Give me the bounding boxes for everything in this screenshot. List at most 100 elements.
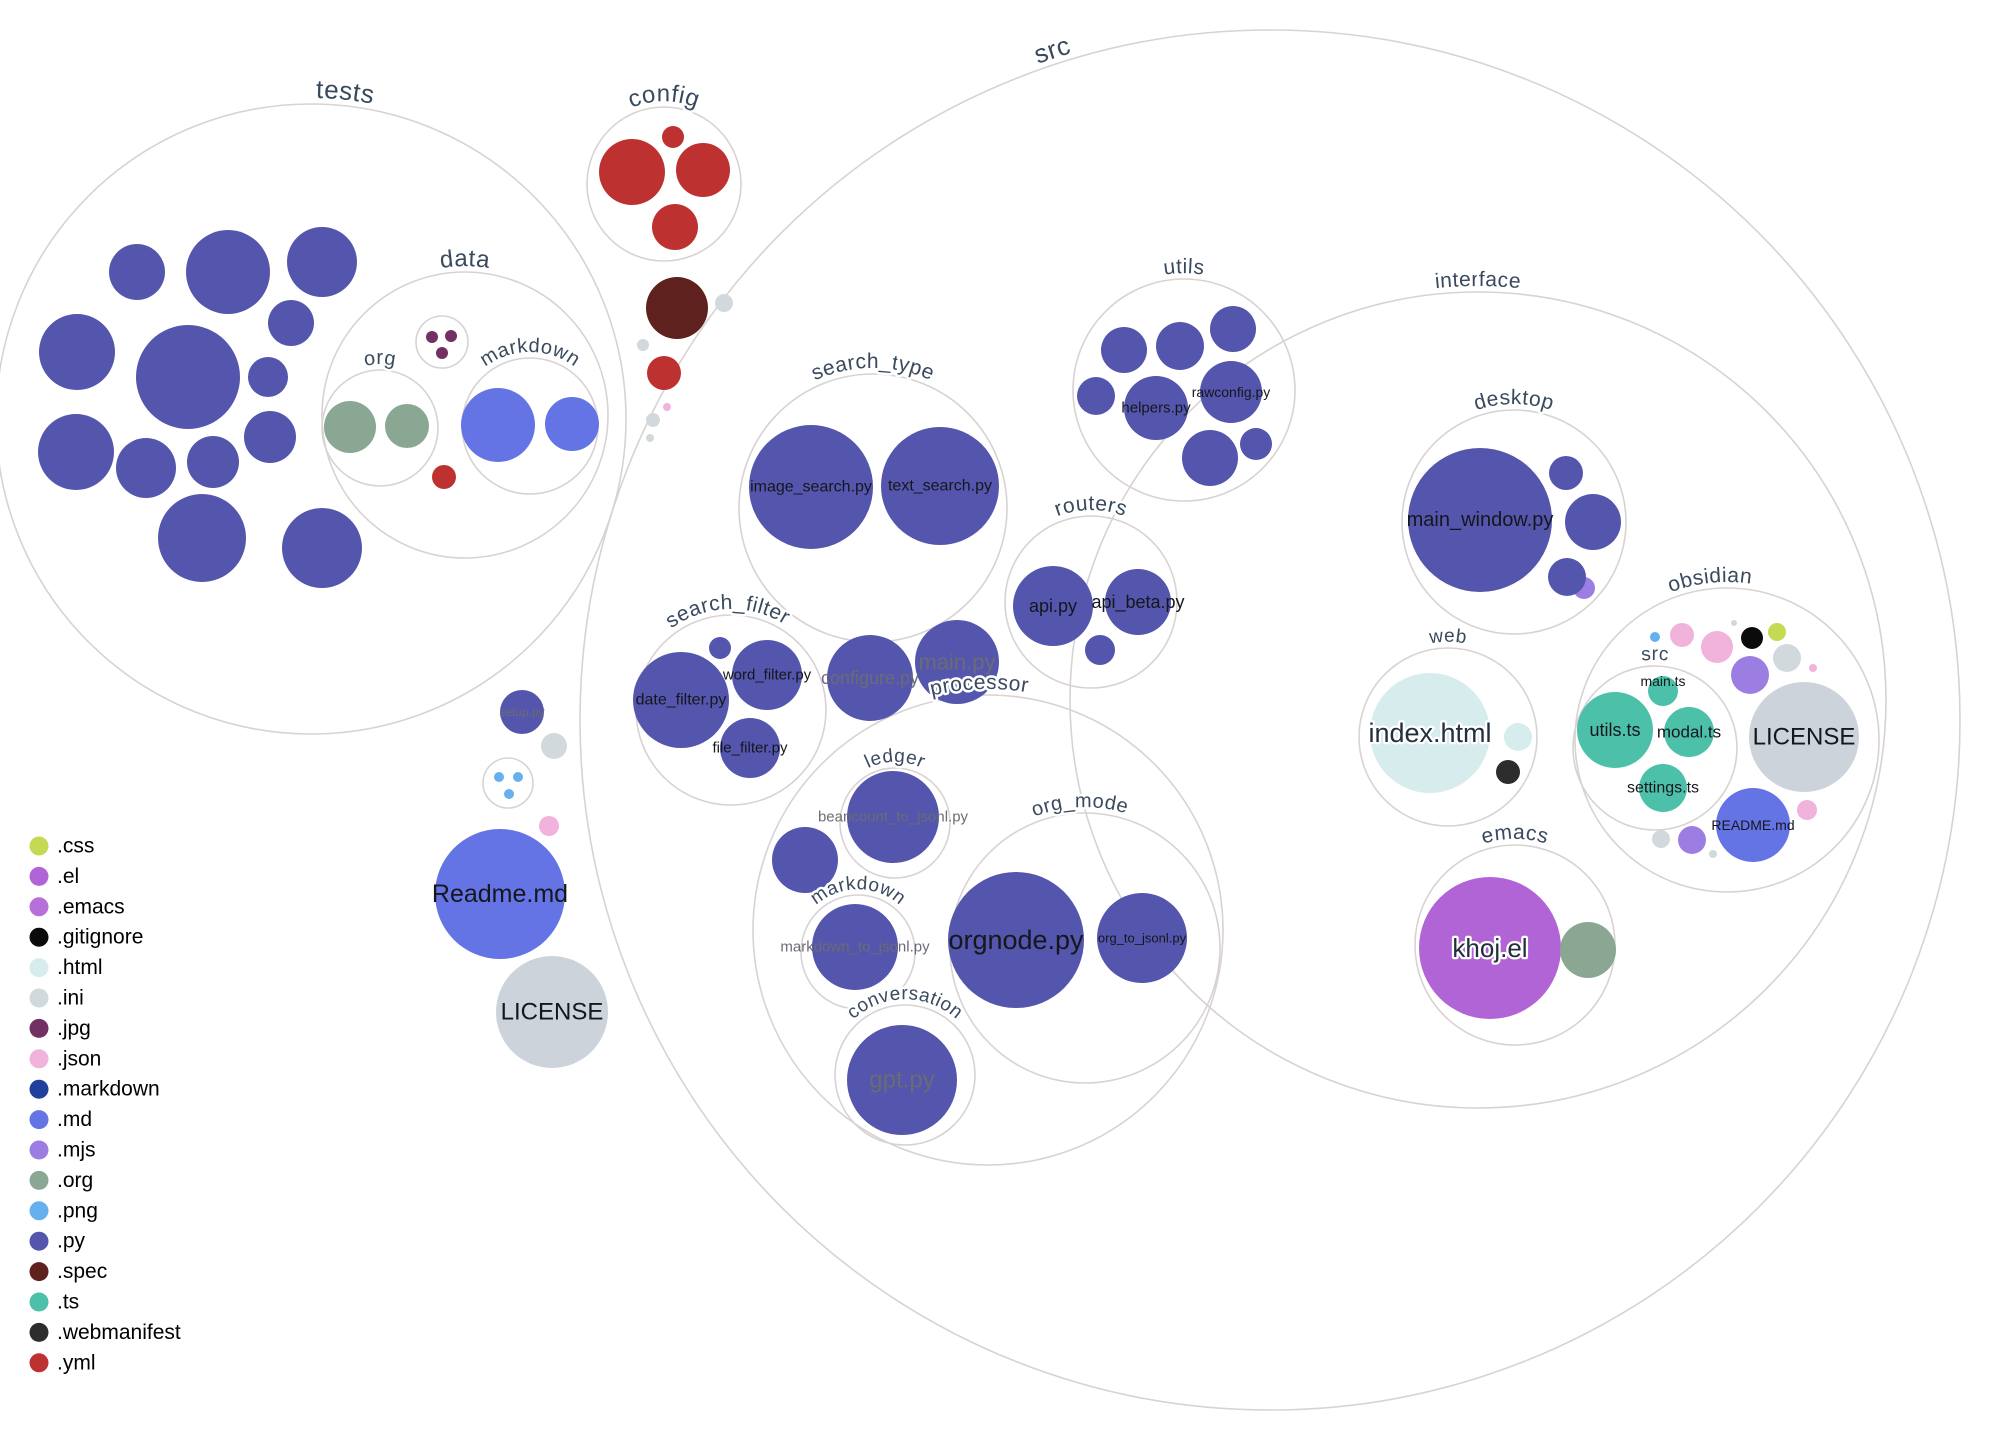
file-circle-spec-25[interactable] <box>646 277 708 339</box>
file-circle-yml-15[interactable] <box>676 143 730 197</box>
file-circle-ini-31[interactable] <box>646 434 654 442</box>
file-circle-py-46[interactable] <box>1101 327 1147 373</box>
file-circle-orgnode.py[interactable] <box>948 872 1084 1008</box>
file-circle-md-23[interactable] <box>545 397 599 451</box>
file-circle-LICENSE[interactable] <box>496 956 608 1068</box>
file-circle-py-67[interactable] <box>1549 456 1583 490</box>
folder-circle-utils[interactable] <box>1072 278 1296 502</box>
file-circle-modal.ts[interactable] <box>1664 707 1714 757</box>
file-circle-png-79[interactable] <box>1650 632 1660 642</box>
file-circle-py-7[interactable] <box>244 411 296 463</box>
file-circle-yml-28[interactable] <box>647 356 681 390</box>
file-circle-webmanifest-72[interactable] <box>1496 760 1520 784</box>
file-circle-api.py[interactable] <box>1013 566 1093 646</box>
file-circle-org-21[interactable] <box>385 404 429 448</box>
file-circle-ini-27[interactable] <box>637 339 649 351</box>
file-circle-py-50[interactable] <box>1182 430 1238 486</box>
file-circle-html-71[interactable] <box>1504 723 1532 751</box>
file-circle-main_window.py[interactable] <box>1408 448 1552 592</box>
folder-circle-root-png-dir[interactable] <box>482 757 534 809</box>
folder-circle-obsidian[interactable] <box>1574 587 1880 893</box>
file-circle-gitignore-83[interactable] <box>1741 627 1763 649</box>
file-circle-helpers.py[interactable] <box>1124 376 1188 440</box>
folder-circle-data-org[interactable] <box>321 369 439 487</box>
file-circle-png-34[interactable] <box>494 772 504 782</box>
file-circle-org-74[interactable] <box>1560 922 1616 978</box>
file-circle-css-84[interactable] <box>1768 623 1786 641</box>
folder-circle-interface[interactable] <box>1069 291 1887 1109</box>
file-circle-mjs-87[interactable] <box>1731 656 1769 694</box>
file-circle-py-12[interactable] <box>282 508 362 588</box>
file-circle-jpg-17[interactable] <box>426 331 438 343</box>
file-circle-py-11[interactable] <box>158 494 246 582</box>
file-circle-json-81[interactable] <box>1701 631 1733 663</box>
file-circle-png-35[interactable] <box>513 772 523 782</box>
file-circle-json-90[interactable] <box>1797 800 1817 820</box>
file-circle-date_filter.py[interactable] <box>633 652 729 748</box>
file-circle-py-54[interactable] <box>1085 635 1115 665</box>
file-circle-py-6[interactable] <box>248 357 288 397</box>
file-circle-py-8[interactable] <box>38 414 114 490</box>
file-circle-py-49[interactable] <box>1077 377 1115 415</box>
file-circle-org_to_jsonl.py[interactable] <box>1097 893 1187 983</box>
folder-circle-web[interactable] <box>1358 647 1538 827</box>
file-circle-utils.ts[interactable] <box>1577 692 1653 768</box>
file-circle-png-36[interactable] <box>504 789 514 799</box>
file-circle-api_beta.py[interactable] <box>1105 569 1171 635</box>
file-circle-text_search.py[interactable] <box>881 427 999 545</box>
file-circle-ini-82[interactable] <box>1731 620 1737 626</box>
file-circle-mjs-92[interactable] <box>1678 826 1706 854</box>
file-circle-LICENSE[interactable] <box>1749 682 1859 792</box>
file-circle-main.ts[interactable] <box>1648 676 1678 706</box>
file-circle-configure.py[interactable] <box>827 635 913 721</box>
folder-circle-ledger[interactable] <box>839 767 951 879</box>
file-circle-py-5[interactable] <box>268 300 314 346</box>
file-circle-py-10[interactable] <box>187 436 239 488</box>
file-circle-image_search.py[interactable] <box>749 425 873 549</box>
file-circle-org-20[interactable] <box>324 401 376 453</box>
file-circle-yml-16[interactable] <box>652 204 698 250</box>
file-circle-py-59[interactable] <box>772 827 838 893</box>
file-circle-py-69[interactable] <box>1548 558 1586 596</box>
file-circle-setup.py[interactable] <box>500 690 544 734</box>
file-circle-ini-91[interactable] <box>1652 830 1670 848</box>
folder-circle-processor-markdown[interactable] <box>800 894 916 1010</box>
file-circle-word_filter.py[interactable] <box>732 640 802 710</box>
file-circle-ini-30[interactable] <box>646 413 660 427</box>
file-circle-jpg-18[interactable] <box>445 330 457 342</box>
file-circle-py-9[interactable] <box>116 438 176 498</box>
folder-circle-obsidian-src[interactable] <box>1572 665 1738 831</box>
file-circle-json-29[interactable] <box>663 403 671 411</box>
file-circle-Readme.md[interactable] <box>435 829 565 959</box>
file-circle-beancount_to_jsonl.py[interactable] <box>847 771 939 863</box>
file-circle-py-68[interactable] <box>1565 494 1621 550</box>
folder-circle-routers[interactable] <box>1004 515 1178 689</box>
folder-circle-desktop[interactable] <box>1401 409 1627 635</box>
file-circle-py-1[interactable] <box>186 230 270 314</box>
file-circle-ini-33[interactable] <box>541 733 567 759</box>
file-circle-markdown_to_jsonl.py[interactable] <box>812 904 898 990</box>
file-circle-khoj.el[interactable] <box>1419 877 1561 1019</box>
file-circle-py-4[interactable] <box>136 325 240 429</box>
file-circle-README.md[interactable] <box>1716 788 1790 862</box>
folder-circle-processor[interactable] <box>752 694 1224 1166</box>
file-circle-gpt.py[interactable] <box>847 1025 957 1135</box>
file-circle-jpg-19[interactable] <box>436 347 448 359</box>
file-circle-json-37[interactable] <box>539 816 559 836</box>
file-circle-rawconfig.py[interactable] <box>1200 361 1262 423</box>
folder-circle-config[interactable] <box>586 106 742 262</box>
file-circle-json-80[interactable] <box>1670 623 1694 647</box>
folder-circle-conversation[interactable] <box>834 1004 976 1146</box>
file-circle-ini-85[interactable] <box>1773 644 1801 672</box>
file-circle-ini-93[interactable] <box>1709 850 1717 858</box>
file-circle-py-58[interactable] <box>709 637 731 659</box>
file-circle-py-3[interactable] <box>39 314 115 390</box>
file-circle-py-0[interactable] <box>109 244 165 300</box>
file-circle-json-86[interactable] <box>1809 664 1817 672</box>
folder-circle-data-jpg-dir[interactable] <box>415 315 469 369</box>
file-circle-py-48[interactable] <box>1210 306 1256 352</box>
file-circle-index.html[interactable] <box>1370 673 1490 793</box>
file-circle-yml-24[interactable] <box>432 465 456 489</box>
file-circle-settings.ts[interactable] <box>1639 764 1687 812</box>
file-circle-yml-13[interactable] <box>599 139 665 205</box>
